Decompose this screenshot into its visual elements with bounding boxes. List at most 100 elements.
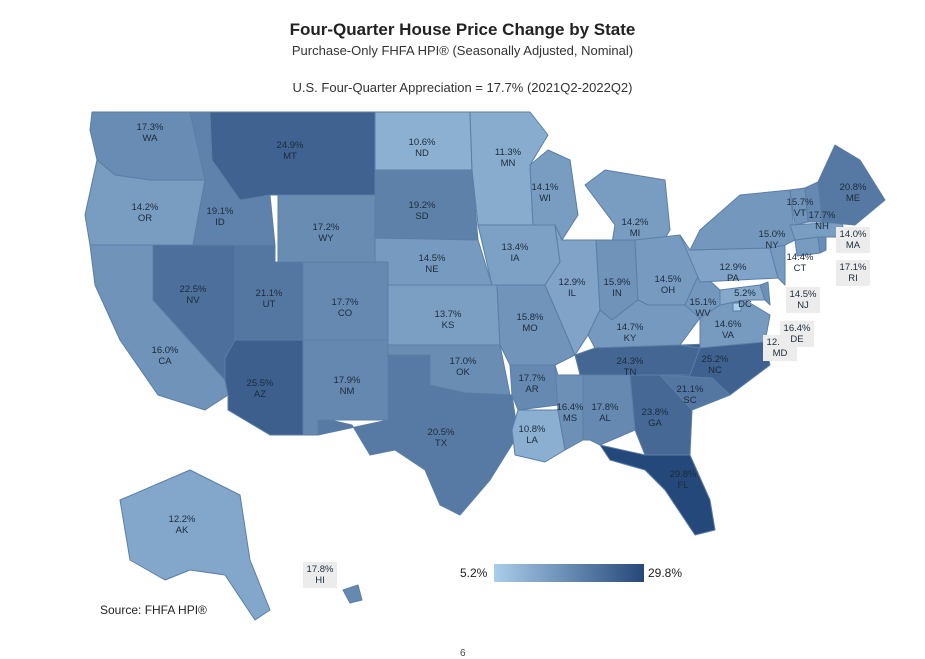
state-label-tn: 24.3%TN — [617, 356, 644, 378]
state-label-ks: 13.7%KS — [435, 309, 462, 331]
state-label-ga: 23.8%GA — [642, 407, 669, 429]
state-code-fl: FL — [677, 480, 688, 491]
state-il[interactable] — [544, 224, 601, 356]
state-ar[interactable] — [509, 364, 559, 411]
state-code-in: IN — [612, 288, 622, 299]
state-value-mo: 15.8% — [517, 312, 544, 323]
state-value-mn: 11.3% — [495, 147, 522, 158]
state-value-al: 17.8% — [592, 402, 619, 413]
state-wi[interactable] — [529, 149, 579, 241]
state-code-mn: MN — [501, 158, 516, 169]
state-value-ar: 17.7% — [519, 373, 546, 384]
state-hi[interactable] — [342, 584, 363, 604]
color-legend: 5.2% 29.8% — [460, 563, 685, 583]
state-code-nv: NV — [186, 295, 200, 306]
state-value-mt: 24.9% — [277, 140, 304, 151]
state-code-ct: CT — [794, 263, 807, 274]
state-value-az: 25.5% — [247, 378, 274, 389]
state-label-mt: 24.9%MT — [277, 140, 304, 162]
state-value-ca: 16.0% — [152, 345, 179, 356]
state-label-ct: 14.4%CT — [787, 252, 814, 274]
state-label-wv: 15.1%WV — [690, 297, 717, 319]
state-md[interactable] — [719, 284, 766, 306]
state-la[interactable] — [511, 409, 566, 463]
state-code-dc: DC — [738, 299, 752, 310]
state-label-ms: 16.4%MS — [557, 402, 584, 424]
state-label-ca: 16.0%CA — [152, 345, 179, 367]
state-code-ca: CA — [158, 356, 172, 367]
state-value-nh: 17.7% — [809, 210, 836, 221]
state-code-al: AL — [599, 413, 611, 424]
state-value-ok: 17.0% — [450, 356, 477, 367]
state-code-ut: UT — [263, 299, 276, 310]
state-code-ia: IA — [511, 253, 521, 264]
state-value-me: 20.8% — [840, 182, 867, 193]
state-value-ks: 13.7% — [435, 309, 462, 320]
state-label-wa: 17.3%WA — [137, 122, 164, 144]
state-label-la: 10.8%LA — [519, 424, 546, 446]
state-ny[interactable] — [689, 189, 796, 251]
state-ak[interactable] — [119, 469, 271, 621]
state-value-ky: 14.7% — [617, 322, 644, 333]
legend-gradient-bar — [494, 564, 644, 582]
state-label-mn: 11.3%MN — [495, 147, 522, 169]
label-box — [303, 562, 337, 588]
state-value-ga: 23.8% — [642, 407, 669, 418]
state-label-mo: 15.8%MO — [517, 312, 544, 334]
state-code-sc: SC — [683, 395, 696, 406]
state-label-nc: 25.2%NC — [702, 354, 729, 376]
state-code-mt: MT — [283, 151, 297, 162]
state-label-mi: 14.2%MI — [622, 217, 649, 239]
state-value-mi: 14.2% — [622, 217, 649, 228]
state-ri[interactable] — [817, 236, 827, 254]
state-value-sd: 19.2% — [409, 200, 436, 211]
state-value-il: 12.9% — [559, 277, 586, 288]
state-value-or: 14.2% — [132, 202, 159, 213]
label-box — [780, 321, 814, 347]
state-label-nh: 17.7%NH — [809, 210, 836, 232]
state-label-il: 12.9%IL — [559, 277, 586, 299]
state-value-ma: 14.0% — [840, 229, 867, 240]
state-label-ak: 12.2%AK — [169, 514, 196, 536]
state-label-ny: 15.0%NY — [759, 229, 786, 251]
state-value-la: 10.8% — [519, 424, 546, 435]
page-number: 6 — [460, 648, 466, 659]
state-code-nm: NM — [340, 386, 355, 397]
state-tx[interactable] — [317, 354, 519, 516]
state-label-pa: 12.9%PA — [720, 262, 747, 284]
state-label-sd: 19.2%SD — [409, 200, 436, 222]
state-label-ne: 14.5%NE — [419, 253, 446, 275]
state-code-ky: KY — [624, 333, 637, 344]
state-label-me: 20.8%ME — [840, 182, 867, 204]
state-code-or: OR — [138, 213, 152, 224]
state-code-hi: HI — [315, 575, 325, 586]
state-label-de: 16.4%DE — [780, 321, 814, 347]
state-code-mi: MI — [630, 228, 641, 239]
state-de[interactable] — [759, 281, 771, 306]
state-code-ma: MA — [846, 240, 861, 251]
state-value-ut: 21.1% — [256, 288, 283, 299]
state-label-ia: 13.4%IA — [502, 242, 529, 264]
state-code-tn: TN — [624, 367, 637, 378]
state-value-nj: 14.5% — [790, 289, 817, 300]
state-me[interactable] — [817, 144, 886, 226]
state-fl[interactable] — [599, 444, 716, 536]
state-code-nj: NJ — [797, 300, 809, 311]
state-code-ms: MS — [563, 413, 577, 424]
legend-min-label: 5.2% — [460, 566, 488, 580]
state-label-or: 14.2%OR — [132, 202, 159, 224]
label-box — [836, 227, 870, 253]
state-label-nv: 22.5%NV — [180, 284, 207, 306]
state-value-nd: 10.6% — [409, 137, 436, 148]
state-dc[interactable] — [732, 302, 742, 312]
state-code-wy: WY — [318, 233, 334, 244]
state-code-la: LA — [526, 435, 538, 446]
state-label-co: 17.7%CO — [332, 297, 359, 319]
state-value-wy: 17.2% — [313, 222, 340, 233]
state-code-me: ME — [846, 193, 860, 204]
state-label-nm: 17.9%NM — [334, 375, 361, 397]
state-code-ny: NY — [765, 240, 779, 251]
state-value-nv: 22.5% — [180, 284, 207, 295]
state-code-az: AZ — [254, 389, 266, 400]
state-code-oh: OH — [661, 285, 675, 296]
